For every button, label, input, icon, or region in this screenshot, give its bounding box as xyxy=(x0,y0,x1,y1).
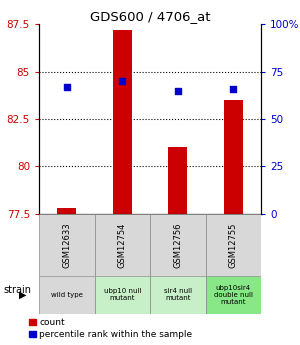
Bar xyxy=(112,30,132,214)
Bar xyxy=(150,214,206,276)
Text: ▶: ▶ xyxy=(19,290,26,300)
Title: GDS600 / 4706_at: GDS600 / 4706_at xyxy=(90,10,210,23)
Point xyxy=(231,86,236,91)
Bar xyxy=(206,214,261,276)
Text: GSM12754: GSM12754 xyxy=(118,222,127,268)
Bar xyxy=(94,276,150,314)
Text: wild type: wild type xyxy=(51,292,83,298)
Point xyxy=(64,84,69,89)
Point xyxy=(176,88,180,93)
Bar xyxy=(39,276,94,314)
Text: GSM12756: GSM12756 xyxy=(173,222,182,268)
Legend: count, percentile rank within the sample: count, percentile rank within the sample xyxy=(28,318,193,339)
Text: ubp10sir4
double null
mutant: ubp10sir4 double null mutant xyxy=(214,285,253,305)
Point xyxy=(120,78,125,84)
Text: GSM12755: GSM12755 xyxy=(229,222,238,268)
Bar xyxy=(94,214,150,276)
Text: ubp10 null
mutant: ubp10 null mutant xyxy=(103,288,141,302)
Text: strain: strain xyxy=(3,285,31,295)
Bar xyxy=(150,276,206,314)
Bar xyxy=(168,147,188,214)
Bar xyxy=(57,208,76,214)
Bar xyxy=(206,276,261,314)
Text: GSM12633: GSM12633 xyxy=(62,222,71,268)
Bar xyxy=(39,214,94,276)
Bar xyxy=(224,100,243,214)
Text: sir4 null
mutant: sir4 null mutant xyxy=(164,288,192,302)
